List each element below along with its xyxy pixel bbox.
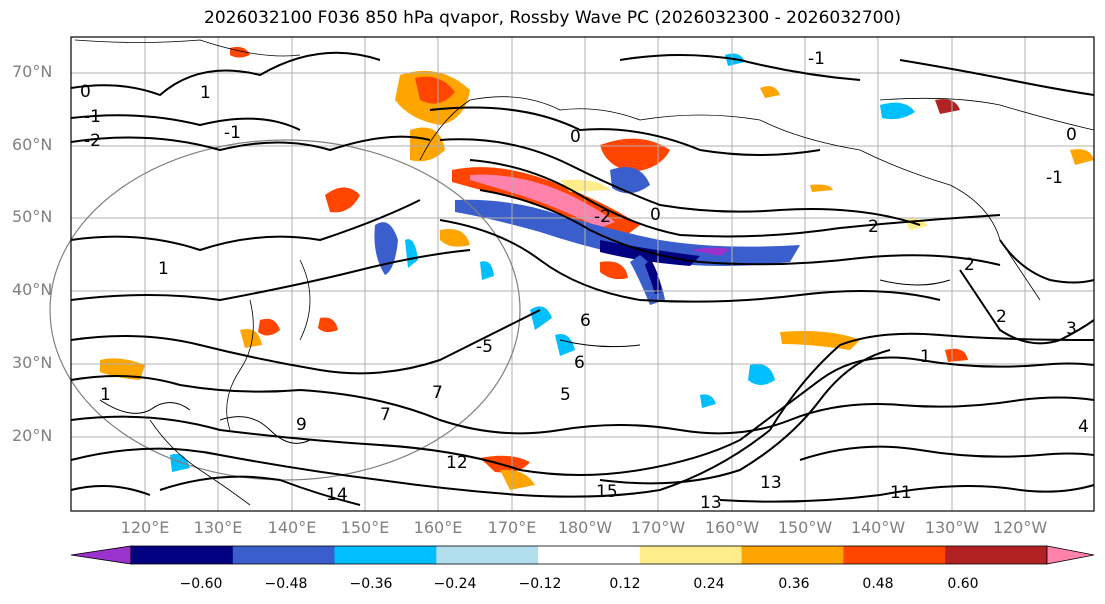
contour-label: 13 [700,493,722,513]
colorbar-box [639,546,743,564]
colorbar-box [334,546,437,564]
colorbar-extend-right [1046,545,1095,565]
lon-label: 160°E [413,518,463,537]
contours-thin [99,279,951,444]
lon-label: 150°E [340,518,390,537]
lon-label: 120°W [992,518,1048,537]
colorbar-tick: −0.36 [349,576,393,592]
contour-label: -1 [808,49,825,69]
contour-label: 1 [200,83,211,103]
colorbar-tick: −0.60 [179,576,223,592]
colorbar-tick: −0.12 [518,576,562,592]
contour-labels: 0 -1 -2 -1 1 0 -2 0 -1 2 -5 6 6 5 7 7 9 … [80,49,1089,513]
lon-label: 160°W [704,518,760,537]
colorbar-box [741,546,844,564]
contour-label: 15 [596,482,618,502]
contour-label: -1 [1046,168,1063,188]
colorbar [70,545,1095,565]
contour-label: 2 [868,217,879,237]
lat-label: 60°N [12,135,53,154]
colorbar-tick: 0.48 [862,576,894,592]
contour-label: 13 [760,473,782,493]
contour-label: 1 [158,259,169,279]
lon-label: 120°E [120,518,170,537]
contour-label: 5 [560,385,571,405]
contour-label: 4 [1078,417,1089,437]
contour-label: 7 [380,405,391,425]
contour-label: 0 [1066,125,1077,145]
colorbar-box [945,546,1048,564]
contour-label: -5 [476,337,493,357]
lon-label: 130°W [924,518,980,537]
lon-label: 170°W [630,518,686,537]
lat-label: 40°N [12,280,53,299]
contour-label: -2 [594,207,611,227]
contours [70,51,1095,506]
colorbar-box [843,546,946,564]
contour-label: 2 [996,307,1007,327]
colorbar-tick: 0.24 [693,576,725,592]
contour-label: 0 [80,82,91,102]
contour-label: 0 [650,205,661,225]
contour-label: 3 [1066,319,1077,339]
contour-label: 6 [574,353,585,373]
colorbar-tick: −0.24 [433,576,477,592]
lat-label: 30°N [12,353,53,372]
lat-label: 50°N [12,207,53,226]
colorbar-tick: 0.60 [947,576,979,592]
contour-label: -2 [84,131,101,151]
lon-label: 130°E [193,518,243,537]
colorbar-box [436,546,539,564]
colorbar-extend-left [70,545,132,565]
map-title: 2026032100 F036 850 hPa qvapor, Rossby W… [204,8,901,28]
contour-label: 6 [580,311,591,331]
contour-label: 7 [432,383,443,403]
contour-label: 0 [570,127,581,147]
contour-label: 9 [296,415,307,435]
lat-label: 20°N [12,426,53,445]
contour-label: -1 [84,107,101,127]
lon-label: 150°W [777,518,833,537]
great-circle [49,139,521,481]
contour-label: 14 [326,485,348,505]
contour-label: 1 [100,385,111,405]
contour-label: 11 [890,483,912,503]
contour-label: 12 [446,453,468,473]
lon-label: 180°W [557,518,613,537]
colorbar-box [232,546,336,564]
colorbar-box [538,546,641,564]
contour-label: -1 [224,123,241,143]
colorbar-tick: 0.12 [609,576,641,592]
contour-label: 1 [920,347,931,367]
colorbar-box [131,546,234,564]
lat-label: 70°N [12,62,53,81]
lon-label: 140°E [267,518,317,537]
anomaly-shading [100,46,1094,490]
coastlines [74,39,1095,506]
contour-label: 2 [964,255,975,275]
map-border [70,36,1095,512]
graticule [71,37,1094,511]
colorbar-tick: −0.48 [264,576,308,592]
lon-label: 140°W [850,518,906,537]
lon-label: 170°E [487,518,537,537]
colorbar-tick: 0.36 [778,576,810,592]
